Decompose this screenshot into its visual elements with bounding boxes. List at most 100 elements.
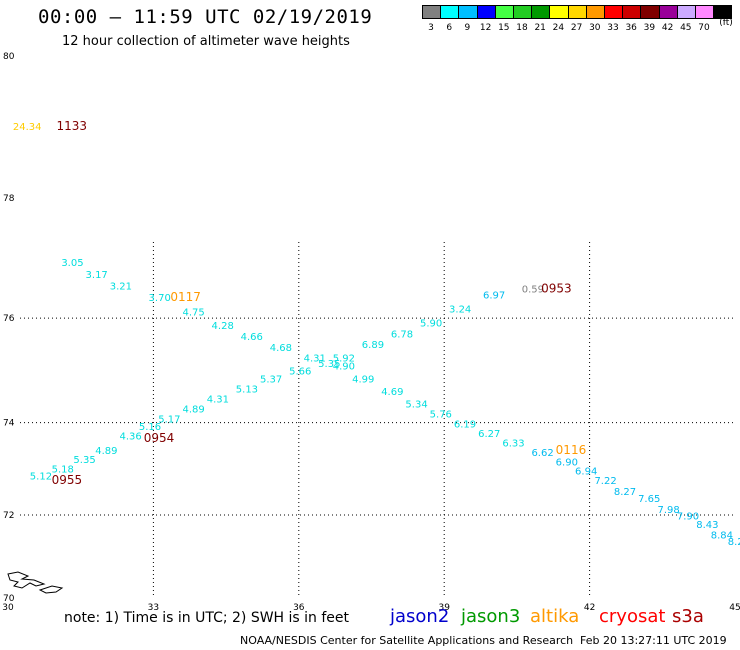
note-text: note: 1) Time is in UTC; 2) SWH is in fe… [64,610,350,626]
swh-value-label: 6.27 [478,429,500,440]
swh-value-label: 5.34 [405,400,427,411]
swh-readings: 3.053.173.213.704.754.284.664.684.315.35… [13,122,740,552]
pass-time-label: 0117 [170,290,201,304]
coastline-outline [7,571,64,594]
swh-value-label: 5.17 [158,415,180,426]
legend-label: 18 [516,23,528,33]
swh-value-label: 4.66 [241,332,263,343]
legend-label: 27 [570,23,583,33]
swh-value-label: 6.33 [502,439,524,450]
legend-label: 24 [552,23,565,33]
swh-value-label: 6.89 [362,340,384,351]
swh-value-label: 5.37 [260,374,282,385]
swh-value-label: 24.34 [13,122,42,133]
legend-label: 21 [534,23,546,33]
swh-value-label: 5.90 [420,318,442,329]
latitude-tick-label: 78 [3,194,15,204]
legend-label: 70 [698,23,710,33]
swh-value-label: 6.97 [483,290,505,301]
pass-time-label: 1133 [56,119,87,133]
swh-value-label: 6.62 [531,448,553,459]
swh-value-label: 8.27 [614,487,636,498]
swh-value-label: 4.99 [352,374,374,385]
pass-time-label: 0955 [52,473,83,487]
satellite-cryosat: cryosat [599,606,666,627]
swh-value-label: 5.92 [333,354,355,365]
swh-value-label: 5.16 [139,422,161,433]
legend-label: 36 [625,23,637,33]
swh-value-label: 0.59 [522,285,544,296]
longitude-tick-label: 39 [438,603,450,613]
map-subtitle: 12 hour collection of altimeter wave hei… [62,34,350,49]
swh-value-label: 3.70 [149,293,171,304]
swh-value-label: 4.68 [270,343,292,354]
swh-value-label: 3.24 [449,305,471,316]
satellite-s3a: s3a [672,606,704,627]
swh-value-label: 7.22 [594,476,616,487]
latitude-tick-label: 72 [3,511,14,521]
legend-swatch [713,5,733,19]
swh-value-label: 6.90 [556,457,578,468]
pass-time-label: 0954 [144,431,175,445]
legend-label: 45 [680,23,692,33]
longitude-tick-label: 45 [729,603,740,613]
legend-label: 42 [661,23,674,33]
swh-value-label: 5.13 [236,385,258,396]
swh-value-label: 6.94 [575,467,597,478]
map-title: 00:00 – 11:59 UTC 02/19/2019 [38,6,373,28]
swh-value-label: 5.12 [30,471,52,482]
pass-time-labels: 1133 0117 0953 0954 0116 0955 [52,119,587,487]
credit-text: NOAA/NESDIS Center for Satellite Applica… [240,634,574,647]
pass-time-label: 0116 [556,443,587,457]
swh-value-label: 3.21 [110,282,132,293]
longitude-tick-label: 33 [148,603,159,613]
latitude-tick-label: 80 [3,52,15,62]
swh-value-label: 7.65 [638,494,660,505]
swh-value-label: 5.18 [52,464,74,475]
swh-value-label: 8.21 [728,537,740,548]
coastline [7,571,64,594]
legend-label: 33 [607,23,619,33]
swh-value-label: 4.36 [119,432,141,443]
longitude-tick-label: 30 [2,603,14,613]
legend-label: 3 [428,23,434,33]
swh-value-label: 4.31 [207,395,229,406]
legend-label: 39 [643,23,656,33]
swh-value-label: 4.69 [381,387,403,398]
swh-value-label: 7.98 [657,505,679,516]
satellite-jason3: jason3 [461,606,521,627]
pass-time-label: 0953 [541,282,572,296]
swh-value-label: 6.19 [454,419,476,430]
swh-value-label: 4.90 [333,361,355,372]
swh-value-label: 5.35 [73,455,95,466]
swh-value-label: 5.66 [289,367,311,378]
swh-value-label: 4.89 [182,405,204,416]
swh-value-label: 6.78 [391,329,413,340]
axis-labels: 30 33 36 39 42 45 70 72 74 76 78 80 [2,52,740,613]
legend-unit: (ft) [719,18,733,28]
latitude-tick-label: 70 [3,594,15,604]
longitude-tick-label: 36 [293,603,305,613]
swh-value-label: 5.76 [430,410,452,421]
longitude-tick-label: 42 [584,603,595,613]
swh-value-label: 4.28 [212,321,234,332]
legend-label: 15 [498,23,510,33]
swh-value-label: 8.43 [696,520,718,531]
latitude-tick-label: 74 [3,419,15,429]
lat-lon-grid [20,242,735,598]
legend-label: 6 [446,23,453,33]
satellite-altika: altika [530,606,580,627]
satellite-jason2: jason2 [390,606,450,627]
swh-value-label: 4.31 [304,354,326,365]
swh-value-label: 4.89 [95,446,117,457]
swh-value-label: 5.35 [318,359,340,370]
swh-value-label: 4.75 [182,307,204,318]
swh-value-label: 8.84 [711,531,733,542]
latitude-tick-label: 76 [3,314,15,324]
swh-value-label: 3.05 [61,258,83,269]
legend-label: 12 [479,23,492,33]
swh-value-label: 7.90 [677,511,699,522]
credit-timestamp: Feb 20 13:27:11 UTC 2019 [580,634,727,647]
legend-label: 30 [589,23,601,33]
